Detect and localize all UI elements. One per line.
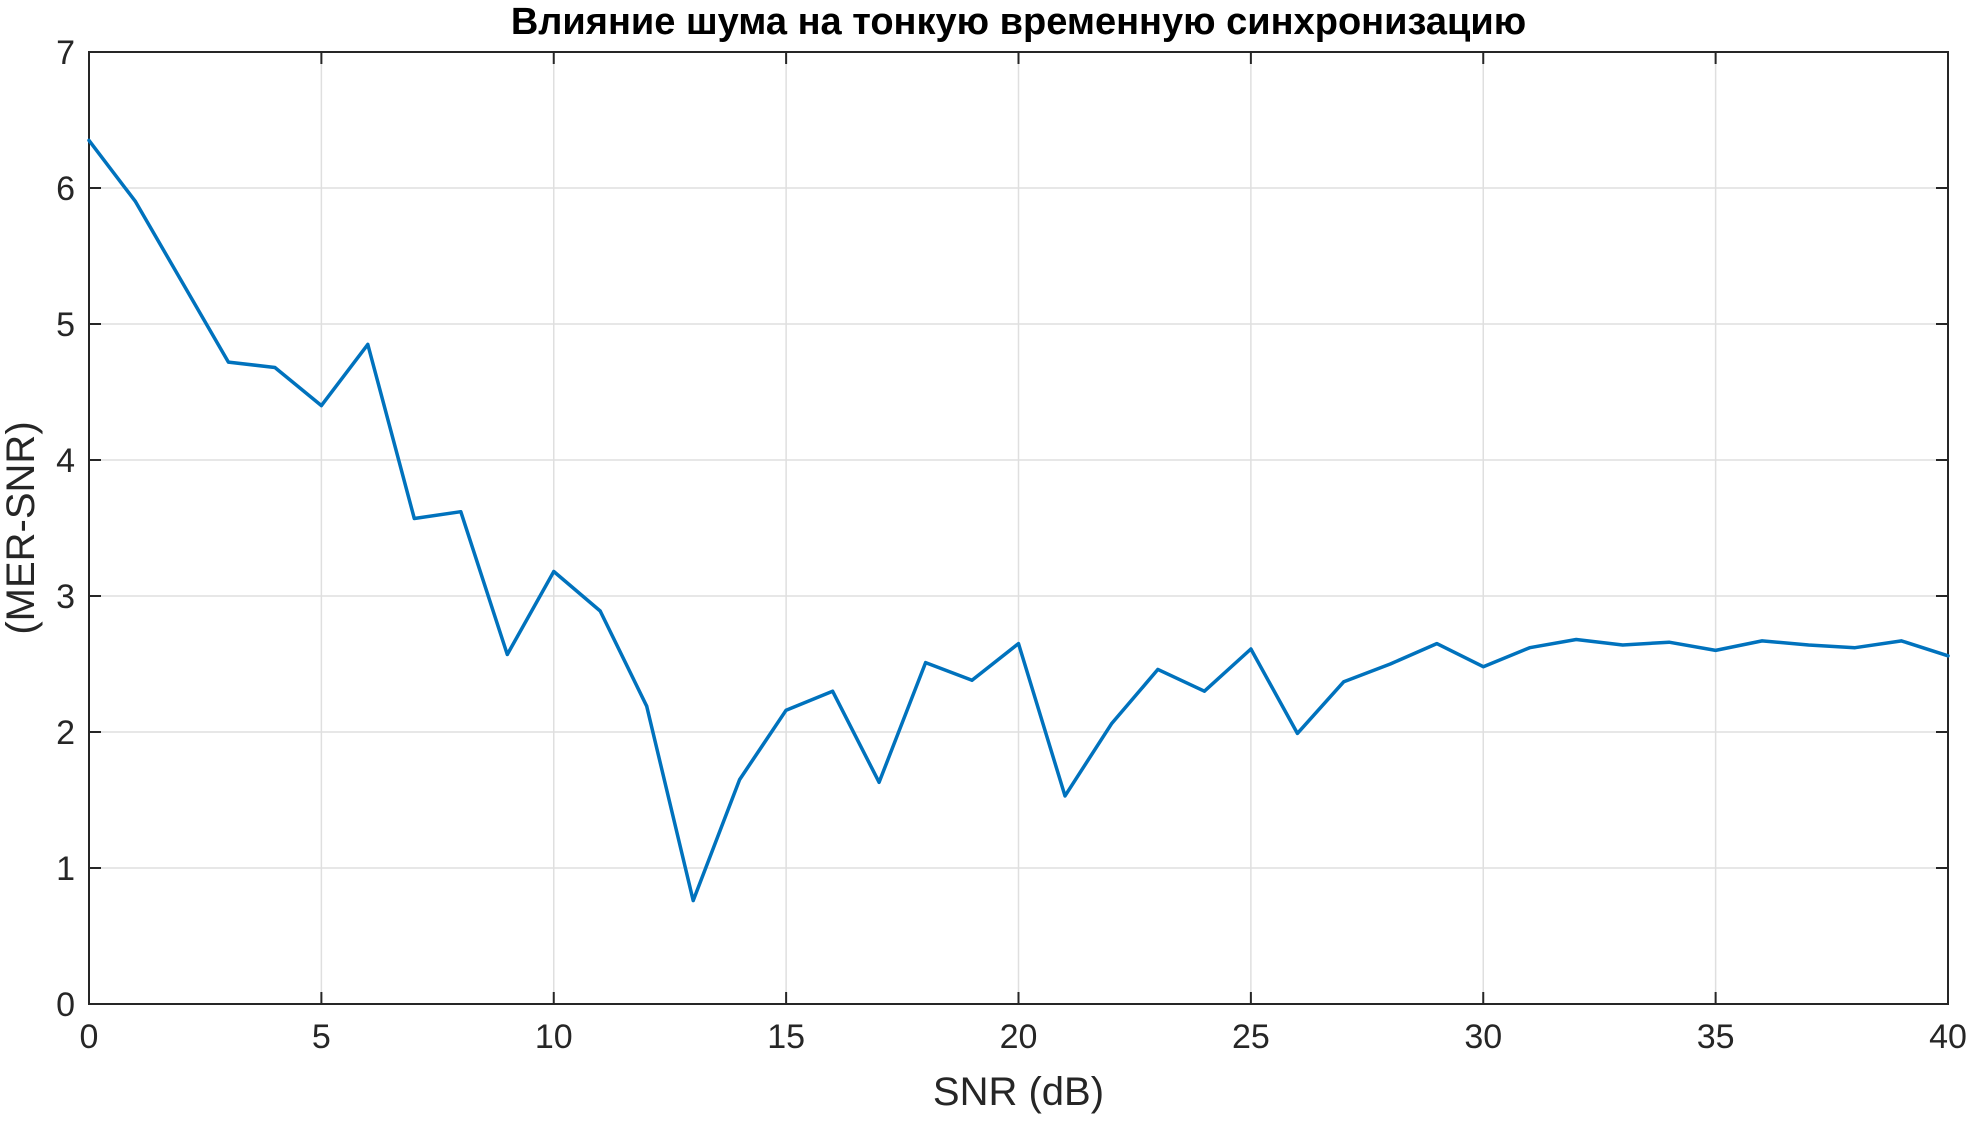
data-point (459, 510, 463, 514)
data-point (505, 652, 509, 656)
data-point (1667, 640, 1671, 644)
chart-title: Влияние шума на тонкую временную синхрон… (511, 1, 1526, 43)
x-tick-label: 35 (1697, 1018, 1735, 1056)
data-point (784, 708, 788, 712)
data-point (738, 778, 742, 782)
data-point (1156, 667, 1160, 671)
x-tick-label: 5 (312, 1018, 331, 1056)
data-point (1249, 647, 1253, 651)
data-point (924, 661, 928, 665)
data-point (1388, 662, 1392, 666)
x-tick-label: 40 (1929, 1018, 1967, 1056)
data-point (1063, 794, 1067, 798)
data-point (412, 516, 416, 520)
data-point (831, 689, 835, 693)
data-point (1807, 643, 1811, 647)
data-point (319, 404, 323, 408)
x-tick-label: 20 (1000, 1018, 1038, 1056)
series-layer (87, 138, 1950, 903)
y-axis-label: (MER-SNR) (0, 421, 43, 634)
data-point (1342, 680, 1346, 684)
x-tick-label: 25 (1232, 1018, 1270, 1056)
x-tick-label: 15 (767, 1018, 805, 1056)
y-tick-label: 1 (56, 850, 75, 888)
y-tick-label: 4 (56, 442, 75, 480)
y-tick-label: 3 (56, 578, 75, 616)
data-point (1760, 639, 1764, 643)
data-point (180, 280, 184, 284)
x-tick-label: 0 (80, 1018, 99, 1056)
data-point (598, 609, 602, 613)
data-point (87, 138, 91, 142)
data-point (1528, 646, 1532, 650)
y-tick-label: 0 (56, 986, 75, 1024)
data-point (552, 570, 556, 574)
data-point (691, 899, 695, 903)
data-point (1295, 731, 1299, 735)
data-point (877, 780, 881, 784)
y-tick-label: 6 (56, 170, 75, 208)
data-point (1202, 689, 1206, 693)
data-point (366, 342, 370, 346)
y-tick-label: 5 (56, 306, 75, 344)
axis-ticks: 0 5 10 15 20 25 30 35 40 0 1 2 3 4 5 6 7 (56, 34, 1967, 1056)
y-tick-label: 7 (56, 34, 75, 72)
data-point (1853, 646, 1857, 650)
data-point (970, 678, 974, 682)
data-point (1900, 639, 1904, 643)
data-point (273, 366, 277, 370)
data-point (1621, 643, 1625, 647)
data-point (1109, 722, 1113, 726)
x-tick-label: 10 (535, 1018, 573, 1056)
data-point (1946, 654, 1950, 658)
x-tick-label: 30 (1464, 1018, 1502, 1056)
data-point (226, 360, 230, 364)
data-point (133, 200, 137, 204)
data-point (1574, 638, 1578, 642)
data-point (645, 704, 649, 708)
y-tick-label: 2 (56, 714, 75, 752)
data-point (1017, 642, 1020, 646)
data-point (1481, 665, 1485, 669)
data-point (1714, 648, 1718, 652)
data-point (1435, 642, 1439, 646)
x-axis-label: SNR (dB) (933, 1070, 1104, 1114)
